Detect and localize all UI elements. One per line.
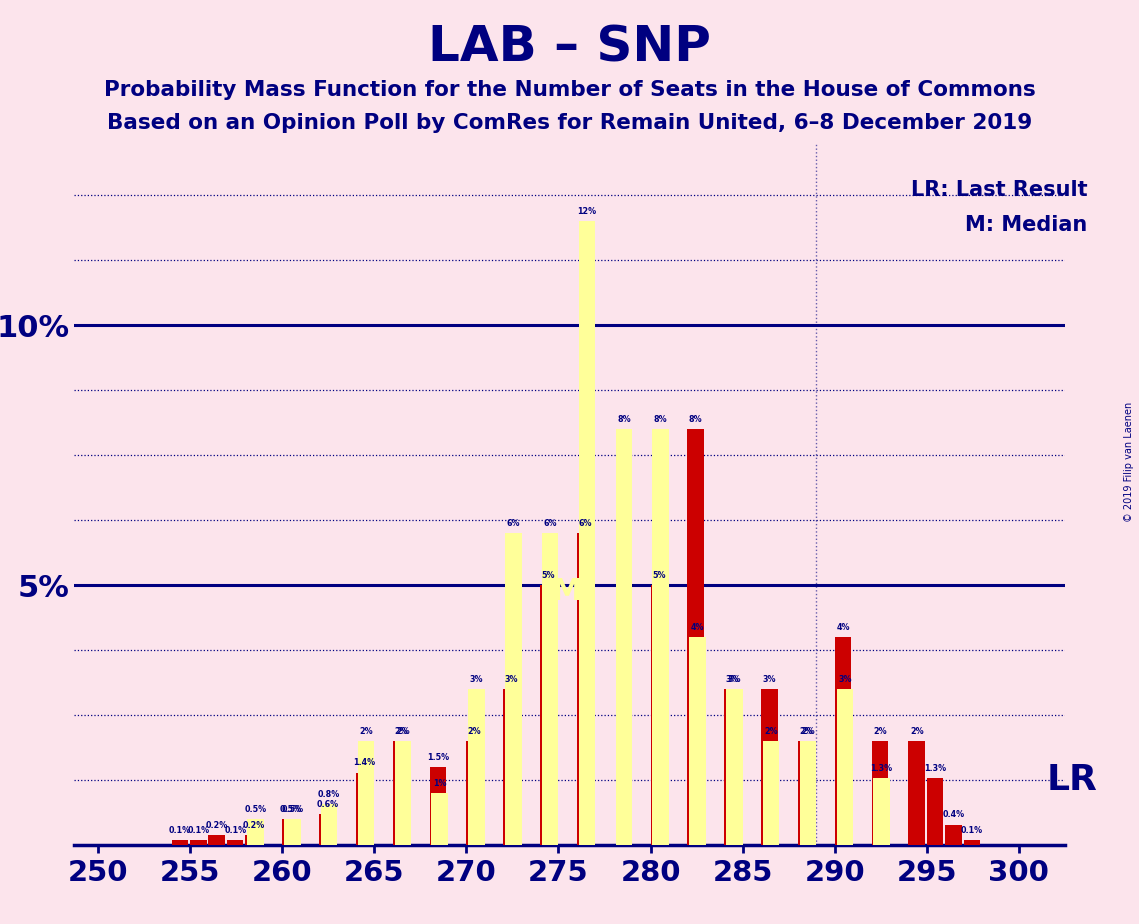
Text: LAB – SNP: LAB – SNP [428,23,711,71]
Text: Based on an Opinion Poll by ComRes for Remain United, 6–8 December 2019: Based on an Opinion Poll by ComRes for R… [107,113,1032,133]
Bar [208,835,226,845]
Bar [871,741,888,845]
Text: 3%: 3% [505,675,518,684]
Bar [282,820,298,845]
Text: 0.2%: 0.2% [206,821,228,830]
Text: 0.5%: 0.5% [245,805,267,814]
Bar [964,840,981,845]
Text: 8%: 8% [689,415,703,424]
Bar [245,835,262,845]
Text: 0.1%: 0.1% [961,826,983,835]
Bar [650,586,667,845]
Text: 1%: 1% [433,779,446,788]
Text: 2%: 2% [874,727,886,736]
Bar [927,778,943,845]
Bar [579,221,596,845]
Text: 0.1%: 0.1% [224,826,246,835]
Bar [909,741,925,845]
Text: 2%: 2% [764,727,778,736]
Text: LR: LR [1047,763,1097,797]
Text: © 2019 Filip van Laenen: © 2019 Filip van Laenen [1124,402,1133,522]
Text: 3%: 3% [469,675,483,684]
Text: 6%: 6% [543,519,557,529]
Bar [576,533,593,845]
Bar [505,533,522,845]
Bar [615,430,632,845]
Bar [724,689,740,845]
Bar [763,741,779,845]
Text: 2%: 2% [801,727,814,736]
Text: 0.5%: 0.5% [279,805,302,814]
Text: 2%: 2% [468,727,482,736]
Text: 1.4%: 1.4% [353,759,375,768]
Text: 8%: 8% [617,415,631,424]
Bar [321,804,337,845]
Text: 2%: 2% [359,727,372,736]
Text: 1.3%: 1.3% [924,763,947,772]
Bar [653,430,669,845]
Bar [503,689,519,845]
Text: LR: Last Result: LR: Last Result [911,180,1088,201]
Text: 2%: 2% [394,727,408,736]
Text: Probability Mass Function for the Number of Seats in the House of Commons: Probability Mass Function for the Number… [104,80,1035,101]
Bar [227,840,244,845]
Text: 0.8%: 0.8% [318,790,341,798]
Bar [190,840,206,845]
Bar [874,778,890,845]
Bar [726,689,743,845]
Text: 8%: 8% [654,415,667,424]
Text: M: M [551,578,582,606]
Bar [540,586,557,845]
Bar [798,741,814,845]
Bar [355,772,372,845]
Bar [429,768,446,845]
Text: 3%: 3% [838,675,852,684]
Bar [393,741,409,845]
Bar [466,741,483,845]
Bar [358,741,375,845]
Bar [468,689,485,845]
Text: 2%: 2% [910,727,924,736]
Bar [319,814,336,845]
Bar [800,741,817,845]
Bar [835,638,851,845]
Bar [432,794,448,845]
Text: 6%: 6% [579,519,592,529]
Text: 2%: 2% [800,727,813,736]
Bar [247,820,264,845]
Text: M: Median: M: Median [966,215,1088,236]
Bar [394,741,411,845]
Bar [284,820,301,845]
Text: 1.5%: 1.5% [427,753,449,762]
Bar [761,689,778,845]
Text: 5%: 5% [541,571,555,580]
Text: 0.1%: 0.1% [187,826,210,835]
Bar [172,840,188,845]
Text: 6%: 6% [507,519,521,529]
Text: 4%: 4% [836,623,850,632]
Bar [689,638,706,845]
Bar [836,689,853,845]
Text: 1.3%: 1.3% [870,763,893,772]
Text: 3%: 3% [763,675,776,684]
Text: 0.4%: 0.4% [942,810,965,820]
Text: 3%: 3% [726,675,739,684]
Text: 12%: 12% [577,207,597,216]
Text: 0.1%: 0.1% [169,826,191,835]
Text: 0.6%: 0.6% [317,800,338,809]
Bar [945,824,961,845]
Text: 4%: 4% [690,623,704,632]
Text: 2%: 2% [396,727,410,736]
Text: 0.2%: 0.2% [243,821,264,830]
Bar [687,430,704,845]
Bar [542,533,558,845]
Text: 5%: 5% [653,571,665,580]
Text: 3%: 3% [728,675,741,684]
Text: 0.5%: 0.5% [281,805,303,814]
